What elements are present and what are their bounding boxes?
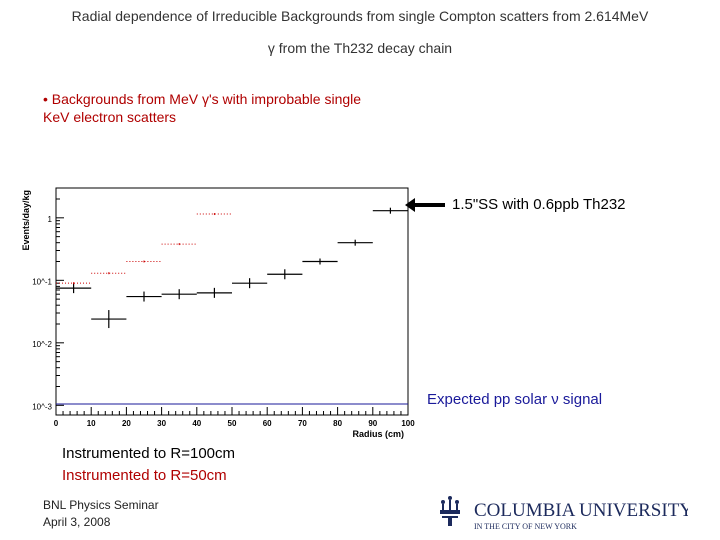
slide-title-line2: γ from the Th232 decay chain [267,40,453,56]
legend-instrumented-100: Instrumented to R=100cm [62,445,236,462]
axis-labels-group: Radius (cm) Events/day/kg [21,190,404,439]
logo-name: COLUMBIA UNIVERSITY [474,500,688,521]
slide-title-line1: Radial dependence of Irreducible Backgro… [71,8,649,24]
arrow-icon [405,198,445,217]
x-axis-label: Radius (cm) [352,429,404,439]
bullet-text: • Backgrounds from MeV γ's with improbab… [43,91,362,125]
x-tick-label: 10 [87,419,96,428]
y-tick-label: 10^-1 [32,277,52,286]
arrow-annotation: 1.5"SS with 0.6ppb Th232 [452,196,626,213]
y-tick-label: 10^-3 [32,402,52,411]
series-r50 [56,213,232,285]
footer-seminar: BNL Physics Seminar April 3, 2008 [43,497,159,531]
crown-icon [440,496,460,526]
footer-line1: BNL Physics Seminar [43,498,159,512]
series-r100 [56,207,408,329]
columbia-logo: COLUMBIA UNIVERSITY IN THE CITY OF NEW Y… [438,492,693,537]
y-tick-label: 10^-2 [32,340,52,349]
legend-instrumented-50: Instrumented to R=50cm [62,467,227,484]
y-axis-label: Events/day/kg [21,190,31,251]
x-tick-label: 30 [157,419,166,428]
x-tick-label: 50 [228,419,237,428]
x-tick-label: 80 [333,419,342,428]
x-tick-label: 60 [263,419,272,428]
y-axis: 10^-3 10^-2 10^-1 1 [32,187,64,411]
x-tick-label: 100 [401,419,415,428]
x-axis: 0 10 20 30 40 50 60 70 80 90 100 [54,407,415,428]
plot-frame [55,187,409,416]
series-group [56,207,408,329]
y-tick-label: 1 [48,215,53,224]
signal-annotation: Expected pp solar ν signal [427,391,603,408]
x-tick-label: 0 [54,419,59,428]
x-tick-label: 70 [298,419,307,428]
x-tick-label: 20 [122,419,131,428]
logo-tagline: IN THE CITY OF NEW YORK [474,522,577,531]
x-tick-label: 90 [368,419,377,428]
footer-line2: April 3, 2008 [43,515,111,529]
x-tick-label: 40 [192,419,201,428]
plot-border [55,187,409,416]
radial-background-chart: 10^-310^-210^-11 0 10 20 30 40 50 60 70 80 90 100 … [21,187,415,439]
